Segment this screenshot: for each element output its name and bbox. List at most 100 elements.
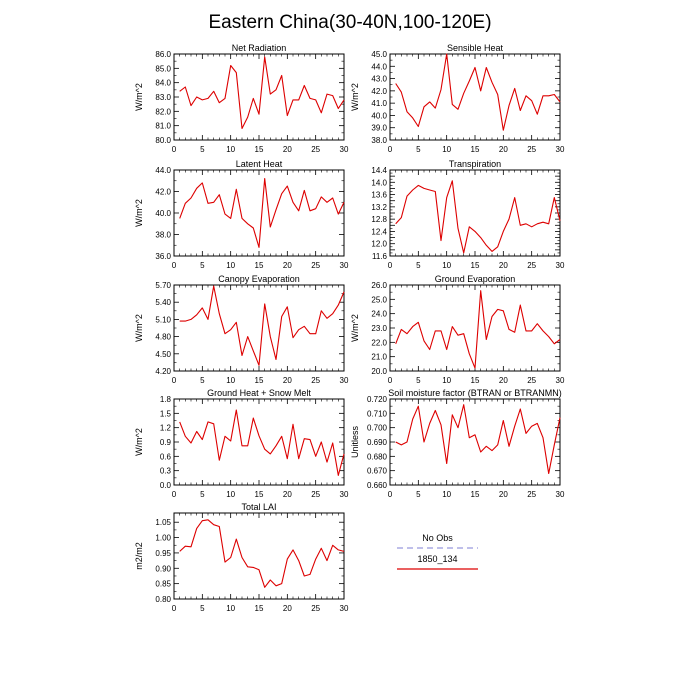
panels-group: Net Radiation 0 5 10 15 20 25 30 80.0 81.0 82.0 83.…	[134, 43, 565, 613]
x-tick-label: 20	[283, 604, 292, 613]
y-tick-label: 40.0	[371, 111, 387, 120]
x-tick-label: 10	[226, 490, 235, 499]
panel-title: Soil moisture factor (BTRAN or BTRANMN)	[388, 388, 562, 398]
x-tick-label: 0	[172, 604, 177, 613]
y-tick-label: 13.2	[371, 203, 387, 212]
x-tick-label: 30	[556, 145, 565, 154]
y-tick-label: 4.20	[155, 367, 171, 376]
y-tick-label: 40.0	[155, 209, 171, 218]
x-tick-label: 25	[311, 145, 320, 154]
series-line	[395, 404, 561, 475]
y-tick-label: 85.0	[155, 64, 171, 73]
y-tick-label: 5.40	[155, 298, 171, 307]
x-tick-label: 5	[200, 604, 205, 613]
x-tick-label: 15	[471, 376, 480, 385]
x-tick-label: 25	[527, 261, 536, 270]
panel-title: Sensible Heat	[447, 43, 504, 53]
panel-7: Ground Heat + Snow Melt 0 5 10 15 20 25 30 0.0 0.…	[134, 388, 349, 499]
panel-1: Net Radiation 0 5 10 15 20 25 30 80.0 81.0 82.0 83.…	[134, 43, 349, 154]
x-tick-label: 5	[416, 376, 421, 385]
x-tick-label: 15	[255, 604, 264, 613]
panel-6: Ground Evaporation 0 5 10 15 20 25 30 20.0 21.0 22…	[350, 274, 565, 385]
y-tick-label: 11.6	[372, 252, 388, 261]
plot-frame	[389, 53, 561, 141]
y-tick-label: 5.70	[155, 281, 171, 290]
y-tick-label: 0.90	[155, 564, 171, 573]
x-tick-label: 30	[556, 261, 565, 270]
x-tick-label: 30	[340, 261, 349, 270]
x-tick-label: 0	[388, 145, 393, 154]
x-tick-label: 5	[416, 145, 421, 154]
panel-title: Ground Heat + Snow Melt	[207, 388, 311, 398]
x-tick-label: 0	[388, 490, 393, 499]
x-tick-label: 30	[556, 490, 565, 499]
y-tick-label: 0.700	[367, 424, 388, 433]
y-tick-label: 80.0	[155, 136, 171, 145]
legend-label: 1850_134	[417, 554, 457, 564]
y-tick-label: 12.4	[371, 227, 387, 236]
y-tick-label: 0.680	[367, 452, 388, 461]
x-tick-label: 20	[283, 376, 292, 385]
x-tick-label: 20	[499, 376, 508, 385]
y-tick-label: 84.0	[155, 79, 171, 88]
plot-frame	[173, 53, 345, 141]
x-tick-label: 10	[226, 145, 235, 154]
plot-frame	[173, 284, 345, 372]
panel-8: Soil moisture factor (BTRAN or BTRANMN)0…	[350, 388, 565, 499]
y-tick-label: 12.8	[371, 215, 387, 224]
y-tick-label: 14.0	[371, 178, 387, 187]
x-tick-label: 15	[471, 490, 480, 499]
x-tick-label: 25	[311, 261, 320, 270]
panel-title: Ground Evaporation	[435, 274, 516, 284]
y-axis-label: W/m^2	[134, 199, 144, 227]
y-axis-label: Unitless	[350, 425, 360, 458]
y-tick-label: 81.0	[155, 122, 171, 131]
y-tick-label: 0.95	[155, 549, 171, 558]
series-line	[179, 519, 345, 588]
x-tick-label: 5	[200, 490, 205, 499]
series-line	[395, 53, 561, 131]
y-tick-label: 14.4	[371, 166, 387, 175]
y-tick-label: 0.720	[367, 395, 388, 404]
x-tick-label: 15	[255, 261, 264, 270]
y-tick-label: 23.0	[371, 324, 387, 333]
panel-2: Sensible Heat 0 5 10 15 20 25 30 38.0 39.0 40.0 41.…	[350, 43, 565, 154]
y-tick-label: 86.0	[155, 50, 171, 59]
x-tick-label: 5	[200, 145, 205, 154]
y-axis-label: W/m^2	[134, 428, 144, 456]
y-tick-label: 22.0	[371, 338, 387, 347]
y-tick-label: 41.0	[371, 99, 387, 108]
x-tick-label: 5	[416, 261, 421, 270]
x-tick-label: 30	[556, 376, 565, 385]
x-tick-label: 5	[200, 261, 205, 270]
x-tick-label: 30	[340, 376, 349, 385]
x-tick-label: 10	[226, 376, 235, 385]
y-tick-label: 13.6	[371, 191, 387, 200]
x-tick-label: 25	[311, 604, 320, 613]
series-line	[179, 409, 345, 476]
y-tick-label: 12.0	[371, 240, 387, 249]
x-tick-label: 20	[499, 145, 508, 154]
panel-5: Canopy Evaporation 0 5 10 15 20 25 30 4.20 4.50 4.…	[134, 274, 349, 385]
y-tick-label: 1.05	[155, 518, 171, 527]
y-tick-label: 4.80	[155, 333, 171, 342]
y-tick-label: 44.0	[371, 62, 387, 71]
x-tick-label: 5	[200, 376, 205, 385]
x-tick-label: 30	[340, 604, 349, 613]
x-tick-label: 20	[283, 490, 292, 499]
x-tick-label: 15	[255, 490, 264, 499]
x-tick-label: 25	[527, 490, 536, 499]
y-tick-label: 43.0	[371, 75, 387, 84]
legend: No Obs 1850_134	[397, 533, 478, 570]
x-tick-label: 25	[311, 376, 320, 385]
y-tick-label: 4.50	[155, 350, 171, 359]
x-tick-label: 15	[471, 145, 480, 154]
x-tick-label: 20	[499, 261, 508, 270]
x-tick-label: 25	[527, 376, 536, 385]
y-tick-label: 0.9	[160, 438, 172, 447]
x-tick-label: 30	[340, 145, 349, 154]
y-tick-label: 36.0	[155, 252, 171, 261]
x-tick-label: 10	[226, 604, 235, 613]
y-tick-label: 0.690	[367, 438, 388, 447]
